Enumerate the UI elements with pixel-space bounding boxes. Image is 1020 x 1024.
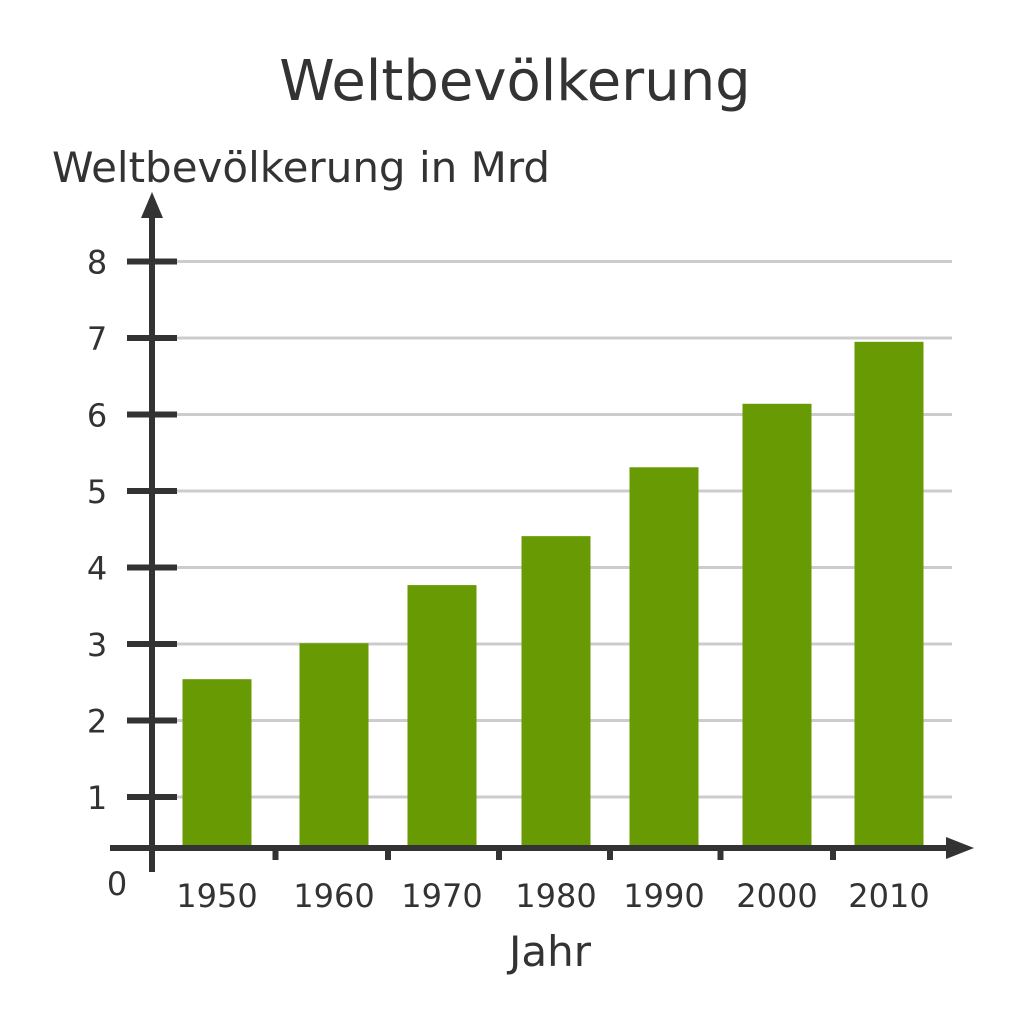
y-tick-label: 7 — [87, 320, 107, 358]
bar-1970 — [407, 585, 477, 845]
chart-title: Weltbevölkerung — [279, 49, 750, 114]
bar-1960 — [299, 643, 369, 845]
y-tick-label: 1 — [87, 779, 107, 817]
bar-2010 — [854, 341, 924, 845]
y-tick-label: 3 — [87, 626, 107, 664]
origin-label: 0 — [107, 865, 127, 903]
y-tick-label: 6 — [87, 397, 107, 435]
x-tick-label: 2000 — [736, 877, 817, 915]
x-axis-label: Jahr — [506, 927, 592, 976]
x-axis-arrow — [946, 837, 974, 859]
bar-1950 — [182, 679, 252, 845]
y-tick-label: 8 — [87, 244, 107, 282]
y-tick-label: 4 — [87, 550, 107, 588]
y-tick-label: 2 — [87, 703, 107, 741]
x-tick-label: 1950 — [176, 877, 257, 915]
y-axis-arrow — [141, 192, 163, 218]
x-tick-label: 1970 — [401, 877, 482, 915]
bar-1990 — [629, 467, 699, 845]
bar-1980 — [521, 536, 591, 845]
x-tick-label: 1960 — [293, 877, 374, 915]
x-tick-label: 2010 — [848, 877, 929, 915]
y-tick-label: 5 — [87, 473, 107, 511]
bar-2000 — [742, 403, 812, 845]
x-tick-label: 1980 — [515, 877, 596, 915]
x-tick-label: 1990 — [623, 877, 704, 915]
y-axis-label: Weltbevölkerung in Mrd — [52, 143, 550, 192]
